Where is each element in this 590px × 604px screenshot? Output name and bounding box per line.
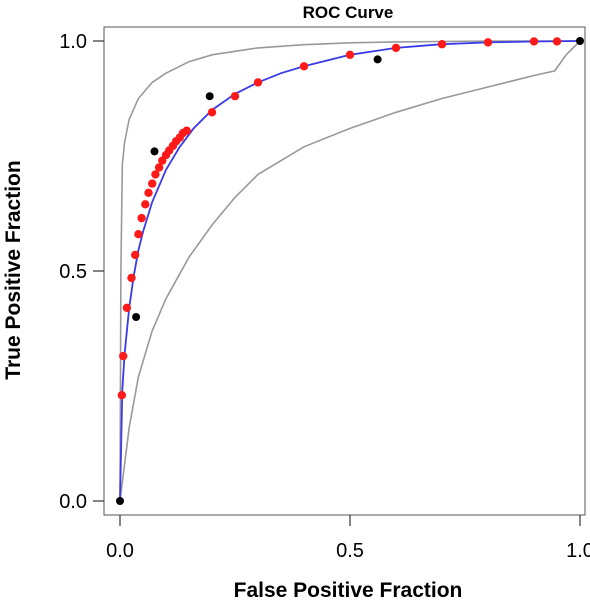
operating-point	[529, 37, 539, 46]
plot-frame	[103, 26, 586, 516]
operating-point	[154, 163, 164, 172]
x-tick-label: 0.5	[336, 540, 364, 562]
empirical-point	[116, 497, 124, 505]
operating-point	[437, 40, 447, 49]
operating-point	[117, 391, 127, 400]
operating-point	[483, 38, 493, 47]
operating-point	[119, 351, 128, 361]
x-tick-label: 0.0	[106, 540, 134, 562]
y-tick-label: 0.0	[59, 491, 87, 513]
x-axis-label: False Positive Fraction	[234, 579, 463, 602]
operating-point	[137, 213, 146, 223]
operating-point	[134, 230, 143, 239]
axes: 0.0 0.5 1.0 0.0 0.5 1.0	[59, 27, 590, 562]
operating-point	[144, 188, 153, 197]
y-tick-label: 1.0	[59, 31, 87, 53]
fitted-curve-layer	[119, 40, 581, 502]
empirical-point	[150, 147, 159, 156]
empirical-point	[373, 55, 382, 64]
empirical-point	[576, 37, 584, 45]
operating-point	[122, 303, 132, 312]
operating-point	[253, 78, 263, 87]
operating-point	[127, 273, 136, 283]
empirical-point	[132, 313, 141, 321]
operating-point	[230, 92, 240, 101]
chart-title: ROC Curve	[303, 3, 394, 22]
operating-point	[391, 43, 401, 53]
operating-point	[141, 200, 150, 209]
empirical-point	[205, 92, 214, 101]
operating-point	[151, 170, 160, 179]
upper-confidence-band	[119, 40, 580, 502]
operating-point	[130, 250, 140, 260]
operating-point	[552, 37, 562, 46]
confidence-bands	[119, 40, 581, 502]
y-tick-label: 0.5	[59, 261, 87, 283]
points-layer	[116, 37, 584, 505]
y-axis-label: True Positive Fraction	[2, 160, 25, 379]
operating-point	[182, 126, 191, 135]
x-tick-label: 1.0	[566, 540, 590, 562]
operating-point	[148, 179, 157, 188]
operating-point	[207, 108, 217, 117]
lower-confidence-band	[119, 40, 581, 502]
operating-point	[345, 50, 355, 59]
fitted-roc-curve	[119, 40, 581, 502]
operating-point	[299, 62, 309, 71]
